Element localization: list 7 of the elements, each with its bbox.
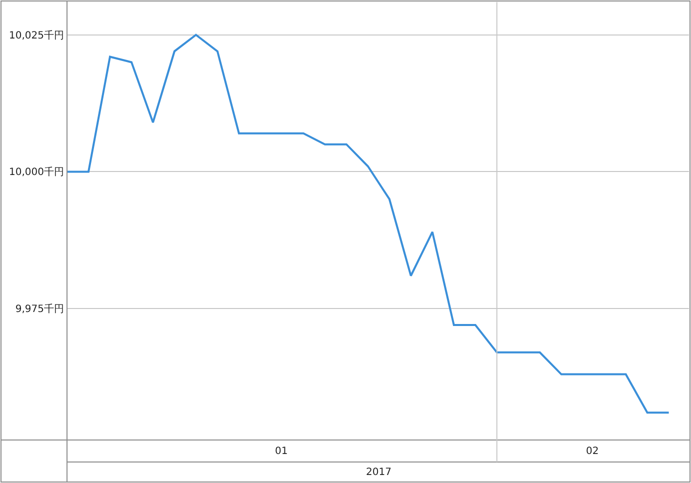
line-series xyxy=(67,34,670,414)
x-axis-title: 2017 xyxy=(366,467,392,478)
y-tick-label: 10,025千円 xyxy=(9,29,64,42)
text: 02 xyxy=(586,446,599,457)
text: 01 xyxy=(275,446,288,457)
y-tick-label: 10,000千円 xyxy=(9,166,64,178)
y-tick-label: 9,975千円 xyxy=(15,303,64,316)
